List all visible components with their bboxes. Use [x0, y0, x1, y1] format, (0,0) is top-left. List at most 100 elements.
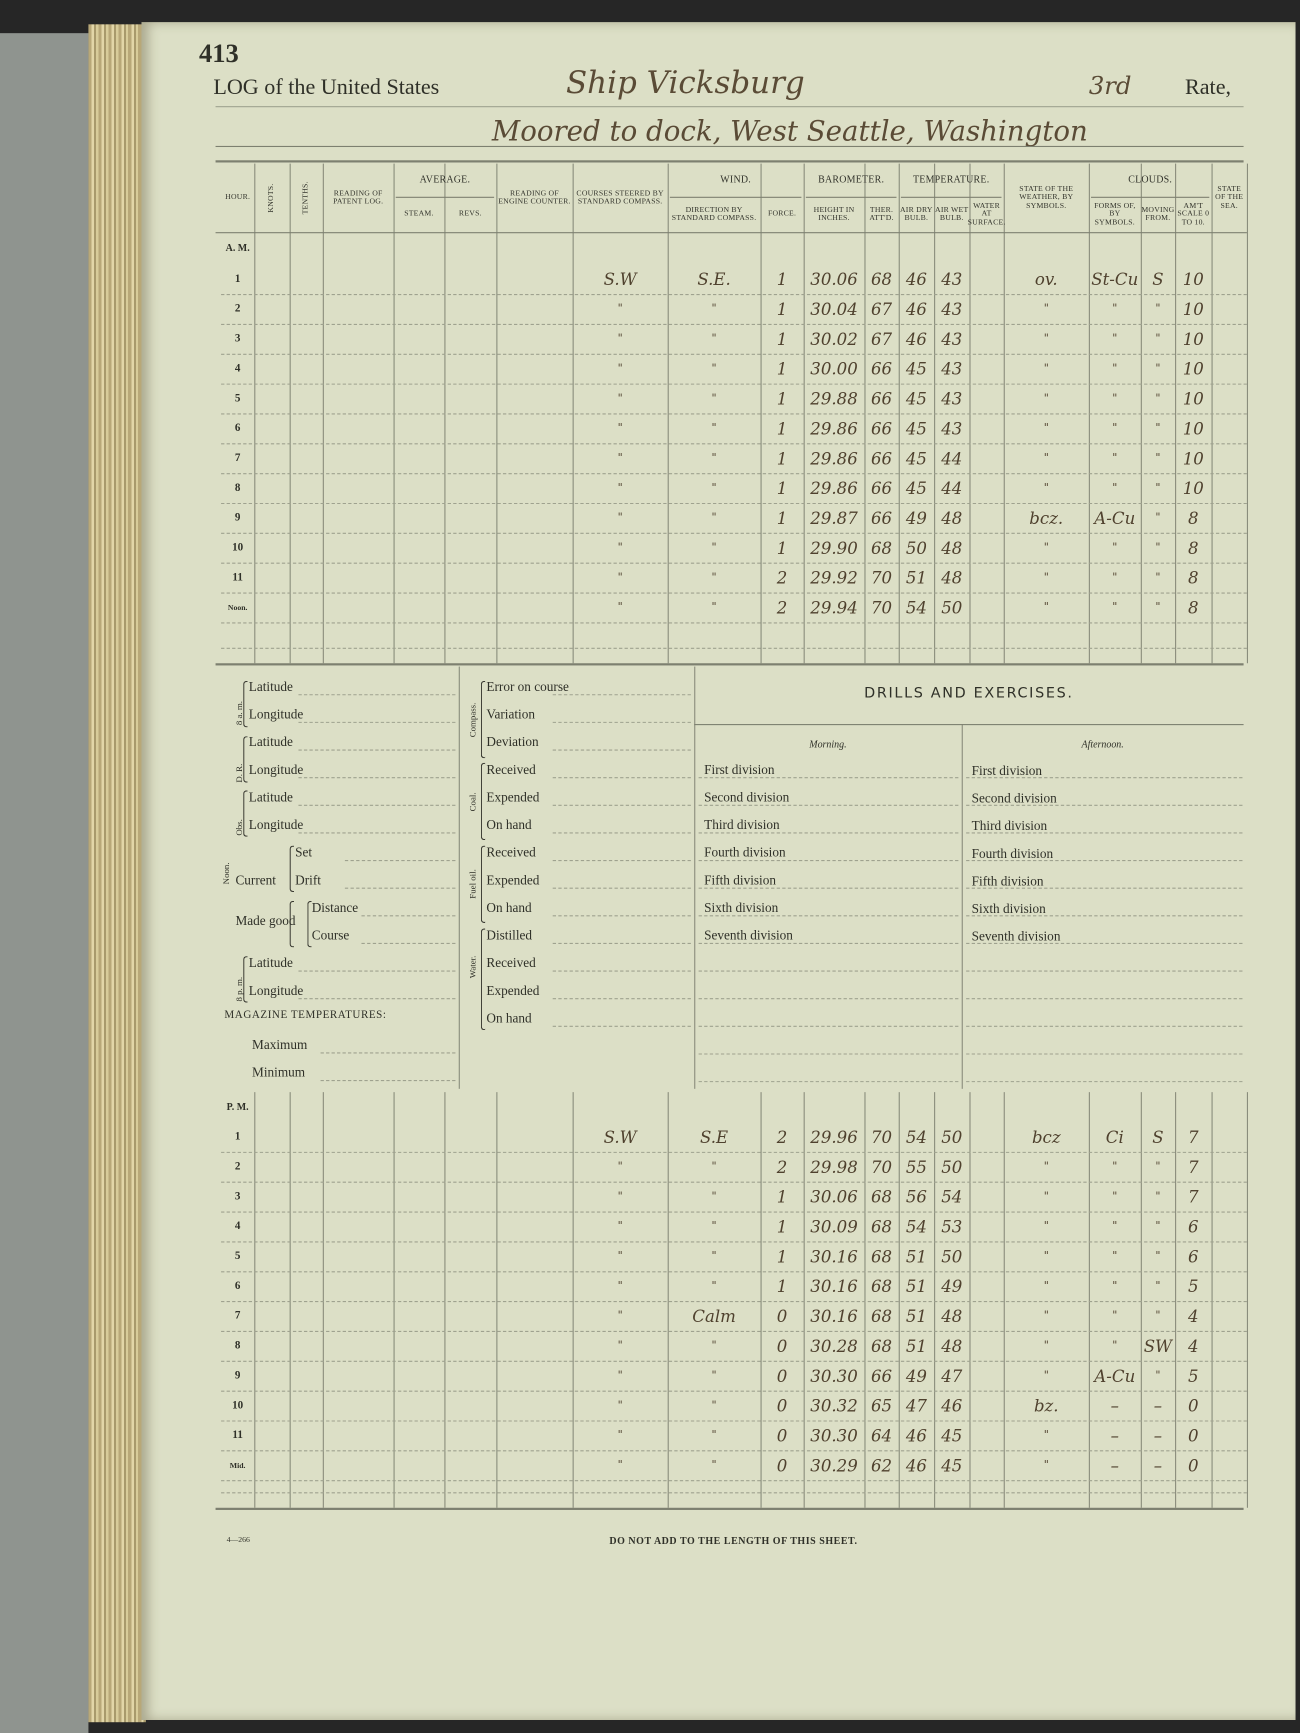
weather-cell: "	[1043, 482, 1049, 495]
column-divider	[803, 1092, 805, 1508]
force-cell: 0	[776, 1365, 788, 1386]
morning-division-label: Fifth division	[704, 872, 777, 888]
header-steam: Steam.	[394, 197, 445, 232]
header-water-surface: Water at surface.	[968, 197, 1006, 232]
wet-cell: 43	[941, 299, 963, 320]
location-rule	[215, 145, 1244, 148]
supply-distilled-label: Distilled	[486, 927, 533, 943]
fill-line	[320, 1079, 456, 1082]
drills-title-rule	[694, 724, 1244, 726]
amount-cell: 7	[1187, 1127, 1199, 1147]
hour-cell: 11	[232, 571, 243, 584]
fill-line	[344, 860, 456, 862]
course-cell: "	[617, 303, 623, 316]
course-cell: "	[617, 362, 623, 376]
dry-cell: 46	[905, 299, 927, 320]
supply-on-hand-label: On hand	[486, 1010, 532, 1026]
dry-cell: 51	[905, 1336, 927, 1356]
course-cell: S.W	[603, 269, 637, 290]
row-rule	[221, 532, 1247, 534]
fill-line	[698, 1053, 959, 1055]
height-cell: 29.94	[810, 597, 858, 618]
moving-cell: "	[1155, 1310, 1161, 1323]
height-cell: 29.86	[810, 418, 858, 439]
forms-cell: "	[1112, 1340, 1118, 1353]
fill-line	[552, 970, 691, 972]
hour-cell: 1	[234, 273, 241, 286]
force-cell: 1	[776, 1216, 788, 1237]
column-divider	[1246, 1092, 1248, 1508]
header-sea-state-label: State of the sea.	[1215, 184, 1244, 210]
fill-line	[552, 1025, 691, 1027]
fill-line	[698, 942, 959, 945]
dry-cell: 49	[905, 1365, 927, 1386]
header-cloud-forms: Forms of, by symbols.	[1089, 197, 1141, 232]
header-barometer-height-label: Height in inches.	[813, 205, 855, 223]
header-patent-log-label: Reading of Patent Log.	[333, 188, 384, 206]
log-page	[141, 22, 1296, 1721]
dry-cell: 45	[905, 478, 927, 499]
direction-cell: S.E.	[697, 269, 731, 290]
weather-cell: "	[1043, 392, 1049, 405]
forms-cell: "	[1112, 303, 1118, 316]
direction-cell: Calm	[692, 1306, 736, 1327]
header-clouds: Clouds.	[1089, 164, 1212, 197]
column-divider	[444, 1092, 446, 1508]
maximum-label: Maximum	[252, 1036, 308, 1053]
row-rule	[221, 1151, 1247, 1153]
fill-line	[298, 804, 456, 806]
ther-cell: 66	[871, 448, 893, 469]
hour-cell: 6	[234, 1280, 241, 1293]
direction-cell: "	[711, 1280, 717, 1293]
amount-cell: 4	[1187, 1306, 1199, 1327]
height-cell: 30.30	[810, 1365, 858, 1386]
brace	[480, 680, 486, 759]
header-knots-label: Knots.	[266, 183, 276, 213]
course-cell: "	[617, 512, 623, 525]
amount-cell: 8	[1187, 508, 1199, 528]
fill-line	[966, 998, 1243, 1000]
morning-division-label: Second division	[704, 789, 790, 805]
noon-field-label: Latitude	[248, 955, 293, 971]
moving-cell: "	[1155, 303, 1161, 316]
side-label-water: Water.	[467, 955, 478, 979]
wet-cell: 50	[941, 1127, 963, 1147]
section-divider	[458, 666, 460, 1089]
fill-line	[298, 832, 456, 834]
wet-cell: 43	[941, 358, 963, 379]
noon-field-label: Longitude	[248, 761, 304, 778]
forms-cell: "	[1112, 541, 1118, 555]
header-wind-label: Wind.	[720, 173, 751, 185]
ther-cell: 70	[871, 597, 893, 618]
weather-cell: ov.	[1034, 269, 1058, 290]
column-divider	[864, 1092, 866, 1508]
course-cell: "	[617, 333, 623, 346]
height-cell: 29.86	[810, 478, 858, 499]
weather-cell: "	[1043, 303, 1049, 316]
fill-line	[361, 942, 456, 945]
force-cell: 1	[776, 478, 788, 499]
row-rule	[221, 323, 1247, 325]
wet-cell: 47	[941, 1365, 963, 1386]
form-number: 4—266	[226, 1535, 250, 1545]
course-cell: "	[617, 482, 623, 495]
afternoon-division-label: Third division	[971, 817, 1048, 834]
current-label: Current	[235, 872, 276, 888]
page-number: 413	[198, 39, 239, 69]
wet-cell: 50	[941, 597, 963, 618]
force-cell: 1	[776, 418, 788, 439]
column-divider	[254, 1092, 256, 1508]
pm-label: P. M.	[226, 1101, 249, 1113]
wet-cell: 45	[941, 1455, 963, 1476]
header-air-dry-bulb-label: Air dry bulb.	[900, 205, 933, 223]
wet-cell: 43	[941, 328, 963, 349]
amount-cell: 7	[1187, 1156, 1199, 1177]
dry-cell: 45	[905, 448, 927, 469]
header-weather-state-label: State of the weather, by symbols.	[1019, 184, 1074, 210]
hour-cell: 5	[234, 1250, 241, 1263]
direction-cell: "	[711, 1220, 717, 1233]
header-temperature: Temperature.	[899, 164, 1004, 197]
fill-line	[552, 749, 691, 751]
wet-cell: 43	[941, 269, 963, 290]
header-cloud-forms-label: Forms of, by symbols.	[1094, 201, 1136, 227]
